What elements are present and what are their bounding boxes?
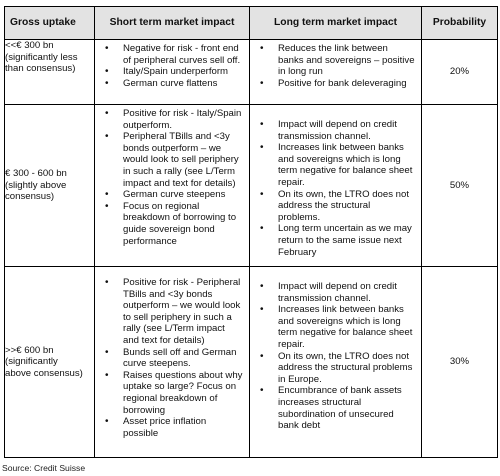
uptake-line: above consensus) — [5, 367, 83, 379]
probability-cell: 30% — [421, 266, 498, 458]
table-row: >>€ 600 bn (significantly above consensu… — [4, 266, 498, 458]
list-item: Impact will depend on credit transmissio… — [250, 281, 421, 304]
uptake-line: >>€ 600 bn — [5, 344, 54, 356]
list-item: Positive for bank deleveraging — [250, 78, 421, 90]
header-row: Gross uptake Short term market impact Lo… — [4, 6, 498, 40]
list-item: Positive for risk - Italy/Spain outperfo… — [95, 108, 249, 131]
long-term-cell: Impact will depend on credit transmissio… — [249, 104, 422, 267]
uptake-line: (significantly less — [5, 51, 78, 63]
list-item: Positive for risk - Peripheral TBills an… — [95, 277, 249, 347]
table-row: <<€ 300 bn (significantly less than cons… — [4, 39, 498, 105]
list-item: Bunds sell off and German curve steepens… — [95, 347, 249, 370]
header-gross-uptake: Gross uptake — [4, 6, 95, 40]
uptake-cell: <<€ 300 bn (significantly less than cons… — [4, 39, 95, 105]
list-item: Focus on regional breakdown of borrowing… — [95, 201, 249, 247]
uptake-line: € 300 - 600 bn — [5, 168, 67, 180]
source-note: Source: Credit Suisse — [2, 463, 86, 473]
list-item: German curve steepens — [95, 189, 249, 201]
header-probability: Probability — [421, 6, 498, 40]
uptake-line: consensus) — [5, 191, 55, 203]
long-term-cell: Impact will depend on credit transmissio… — [249, 266, 422, 458]
uptake-line: (significantly — [5, 356, 58, 368]
probability-cell: 20% — [421, 39, 498, 105]
list-item: Italy/Spain underperform — [95, 66, 249, 78]
short-term-cell: Positive for risk - Peripheral TBills an… — [94, 266, 250, 458]
uptake-line: (slightly above — [5, 179, 67, 191]
probability-value: 30% — [449, 356, 470, 368]
short-term-cell: Negative for risk - front end of periphe… — [94, 39, 250, 105]
list-item: Increases link between banks and soverei… — [250, 142, 421, 188]
probability-cell: 50% — [421, 104, 498, 267]
header-long-term-impact: Long term market impact — [249, 6, 422, 40]
header-short-term-impact: Short term market impact — [94, 6, 250, 40]
probability-value: 50% — [449, 179, 470, 191]
uptake-cell: >>€ 600 bn (significantly above consensu… — [4, 266, 95, 458]
short-term-cell: Positive for risk - Italy/Spain outperfo… — [94, 104, 250, 267]
list-item: Impact will depend on credit transmissio… — [250, 119, 421, 142]
list-item: Peripheral TBills and <3y bonds outperfo… — [95, 131, 249, 189]
list-item: Asset price inflation possible — [95, 416, 249, 439]
list-item: Reduces the link between banks and sover… — [250, 43, 421, 78]
list-item: Raises questions about why uptake so lar… — [95, 370, 249, 416]
uptake-line: than consensus) — [5, 63, 76, 75]
probability-value: 20% — [449, 66, 470, 78]
list-item: Encumbrance of bank assets increases str… — [250, 385, 421, 431]
list-item: Long term uncertain as we may return to … — [250, 223, 421, 258]
uptake-line: <<€ 300 bn — [5, 40, 54, 51]
list-item: On its own, the LTRO does not address th… — [250, 189, 421, 224]
uptake-cell: € 300 - 600 bn (slightly above consensus… — [4, 104, 95, 267]
scenario-table: Gross uptake Short term market impact Lo… — [4, 6, 498, 458]
list-item: German curve flattens — [95, 78, 249, 90]
list-item: On its own, the LTRO does not address th… — [250, 351, 421, 386]
table-row: € 300 - 600 bn (slightly above consensus… — [4, 104, 498, 267]
list-item: Negative for risk - front end of periphe… — [95, 43, 249, 66]
list-item: Increases link between banks and soverei… — [250, 304, 421, 350]
long-term-cell: Reduces the link between banks and sover… — [249, 39, 422, 105]
